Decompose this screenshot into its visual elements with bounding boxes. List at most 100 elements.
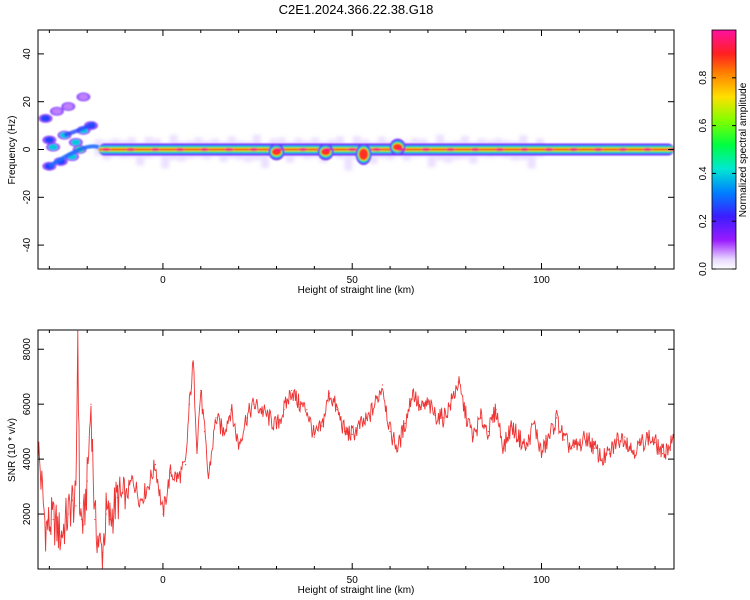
- snr-point: [412, 389, 414, 392]
- snr-point: [260, 409, 262, 411]
- snr-point: [465, 414, 467, 416]
- figure-title: C2E1.2024.366.22.38.G18: [279, 2, 434, 17]
- blob-inner: [48, 144, 58, 151]
- snr-ytick-label: 4000: [22, 448, 33, 471]
- halo-blob: [161, 143, 170, 169]
- ridge-core-dot: [199, 147, 210, 152]
- snr-point: [662, 453, 664, 455]
- blob-inner: [52, 108, 62, 115]
- ridge-dip: [358, 148, 369, 161]
- ridge-core-dot: [421, 147, 432, 152]
- snr-point: [381, 384, 384, 386]
- snr-point: [207, 477, 209, 479]
- snr-point: [86, 480, 88, 482]
- colorbar-gradient: [712, 30, 736, 269]
- colorbar: 0.0 0.2 0.4 0.6 0.8 Normalized spectral ampl…: [698, 29, 749, 276]
- snr-point: [578, 444, 580, 446]
- snr-point: [52, 518, 54, 521]
- ridge-core-dot: [174, 147, 185, 152]
- snr-point: [298, 403, 300, 405]
- snr-point: [109, 518, 111, 521]
- snr-point: [389, 431, 391, 433]
- snr-point: [169, 472, 172, 474]
- snr-point: [593, 447, 596, 449]
- spectrogram-ylabel: Frequency (Hz): [7, 116, 18, 185]
- spectrogram-xlabel: Height of straight line (km): [298, 285, 415, 296]
- snr-ytick-label: 6000: [22, 393, 33, 416]
- snr-point: [75, 505, 77, 507]
- snr-panel: 0 50 100 2000 4000 6000 8000 Height of straigh…: [7, 329, 675, 596]
- scattered-blobs: [38, 92, 100, 171]
- colorbar-tick-label: 0.6: [698, 118, 709, 132]
- snr-point: [525, 447, 527, 449]
- snr-point: [185, 464, 187, 466]
- snr-point: [82, 524, 85, 526]
- snr-series-line: [38, 331, 674, 569]
- snr-point: [601, 458, 603, 460]
- snr-point: [366, 420, 368, 422]
- spectrogram-ytick-label: 20: [22, 96, 33, 108]
- snr-point: [427, 403, 429, 405]
- snr-point: [253, 403, 255, 405]
- snr-point: [457, 381, 459, 383]
- blob-inner: [78, 93, 88, 100]
- snr-point: [359, 425, 361, 427]
- snr-point: [510, 425, 512, 427]
- snr-point: [245, 417, 247, 419]
- snr-frame: [37, 329, 675, 570]
- colorbar-tick-label: 0.0: [698, 262, 709, 276]
- ridge-core-dot: [298, 147, 308, 152]
- ridge-core-dot: [347, 147, 358, 152]
- snr-point: [215, 417, 217, 419]
- ridge-core-dot: [371, 147, 382, 152]
- snr-point: [518, 436, 520, 438]
- snr-point: [313, 436, 315, 438]
- ridge-group: [98, 138, 674, 166]
- snr-point: [548, 436, 550, 438]
- ridge-core-dot: [101, 147, 112, 152]
- snr-point: [162, 513, 164, 515]
- blob-inner: [44, 136, 54, 143]
- ridge-core-dot: [248, 147, 259, 152]
- snr-ytick-label: 8000: [22, 338, 33, 361]
- snr-point: [654, 442, 656, 444]
- spectrogram-ytick-label: -40: [22, 237, 33, 252]
- snr-ytick-label: 2000: [22, 502, 33, 525]
- snr-point: [275, 425, 278, 427]
- ridge-core-dot: [125, 147, 136, 152]
- snr-point: [434, 414, 437, 416]
- snr-xlabel: Height of straight line (km): [298, 585, 415, 596]
- snr-point: [268, 417, 270, 419]
- snr-point: [177, 477, 179, 479]
- colorbar-label: Normalized spectral amplitude: [738, 82, 749, 217]
- snr-point: [230, 409, 232, 411]
- snr-point: [60, 535, 62, 537]
- snr-point: [404, 422, 406, 425]
- snr-point: [571, 447, 573, 449]
- snr-point: [222, 431, 225, 433]
- colorbar-ticks: 0.0 0.2 0.4 0.6 0.8: [698, 70, 736, 276]
- snr-point: [646, 436, 649, 438]
- snr-point: [192, 362, 194, 364]
- ridge-core-dot: [617, 147, 628, 152]
- snr-point: [503, 447, 505, 449]
- blob-inner: [41, 115, 51, 122]
- blob-arm: [48, 144, 100, 168]
- snr-point: [147, 485, 149, 488]
- snr-point: [71, 499, 73, 501]
- snr-point: [540, 453, 543, 455]
- halo-blob: [94, 139, 103, 156]
- snr-point: [480, 417, 482, 419]
- snr-point: [80, 518, 83, 521]
- snr-point: [90, 403, 92, 405]
- snr-point: [105, 513, 107, 515]
- halo-blob: [527, 143, 536, 169]
- snr-point: [631, 450, 633, 452]
- ridge-core-dot: [470, 147, 481, 152]
- blob-inner: [71, 139, 81, 146]
- snr-point: [139, 499, 141, 501]
- snr-point: [321, 425, 323, 427]
- snr-point: [336, 409, 338, 411]
- spectrogram-ytick-label: 0: [22, 146, 33, 152]
- snr-ticks: 0 50 100 2000 4000 6000 8000: [22, 330, 674, 586]
